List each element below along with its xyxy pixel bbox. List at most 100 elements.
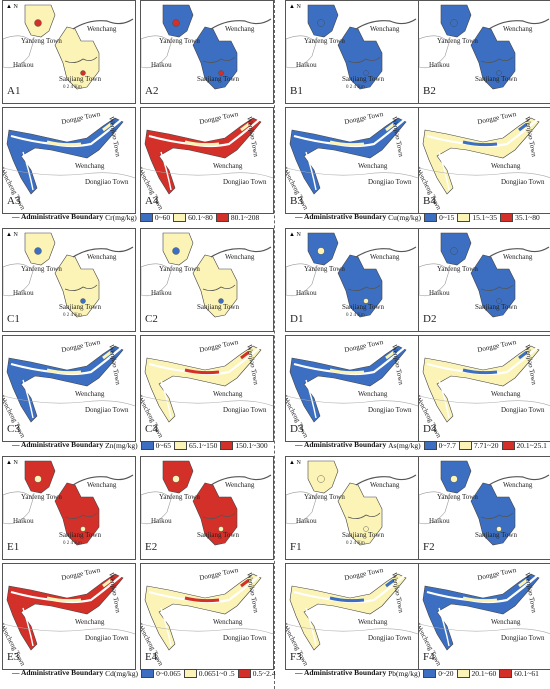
town-label-wenchang: Wenchang bbox=[87, 481, 117, 489]
legend-admin-boundary: — Administrative Boundary bbox=[295, 440, 389, 449]
scale-bar: 0 2 4 Km bbox=[346, 85, 365, 90]
river-branch bbox=[347, 512, 381, 519]
hotspot bbox=[172, 475, 180, 483]
town-label-sanjiang: Sanjiang Town bbox=[475, 531, 517, 539]
map-panel: Dongge Town Wenchang Dongjiao Town Wencheng… bbox=[418, 335, 550, 442]
town-label-wenchang: Wenchang bbox=[213, 390, 243, 398]
map-panel: Yanfeng Town Wenchang Haikou Sanjiang Town ▲… bbox=[285, 228, 419, 332]
legend-unit: As(mg/kg) bbox=[388, 440, 421, 450]
river-channel bbox=[305, 607, 317, 647]
map-panel: Dongge Town Wenchang Dongjiao Town Wencheng… bbox=[285, 335, 419, 442]
town-label-yanfeng: Yanfeng Town bbox=[21, 37, 62, 45]
town-label-haikou: Haikou bbox=[13, 61, 34, 69]
admin-boundary bbox=[3, 167, 135, 179]
town-label-dongjiao: Dongjiao Town bbox=[368, 406, 412, 414]
accent-band bbox=[518, 578, 528, 588]
river bbox=[210, 18, 272, 30]
accent-band bbox=[240, 350, 250, 360]
town-label-yanfeng: Yanfeng Town bbox=[159, 493, 200, 501]
legend-admin-boundary: — Administrative Boundary bbox=[12, 668, 106, 677]
scale-bar: 0 2 4 Km bbox=[63, 541, 82, 546]
map-graphic bbox=[419, 4, 550, 90]
town-label-wenchang: Wenchang bbox=[213, 162, 243, 170]
hotspot bbox=[172, 19, 180, 27]
corridor-zone bbox=[289, 573, 407, 651]
map-panel: Yanfeng Town Wenchang Haikou Sanjiang Town ▲… bbox=[2, 0, 136, 104]
town-label-haikou: Haikou bbox=[296, 61, 317, 69]
river bbox=[210, 246, 272, 258]
corridor-zone bbox=[6, 117, 124, 195]
town-label-haikou: Haikou bbox=[151, 517, 172, 525]
coastline bbox=[419, 35, 450, 69]
north-arrow-icon: ▲ N bbox=[289, 460, 301, 466]
panel-label: A1 bbox=[7, 85, 21, 97]
town-label-wenchang: Wenchang bbox=[358, 390, 388, 398]
legend-class-label: 60.1~80 bbox=[188, 212, 213, 222]
legend-class-label: 60.1~61 bbox=[514, 668, 539, 678]
legend-swatch bbox=[500, 212, 514, 222]
map-panel: Dongge Town Wenchang Dongjiao Town Wencheng… bbox=[2, 563, 136, 670]
hotspot bbox=[317, 475, 325, 483]
river bbox=[488, 18, 550, 30]
river-branch bbox=[347, 284, 381, 291]
river bbox=[355, 246, 417, 258]
map-graphic bbox=[286, 117, 418, 195]
town-label-sanjiang: Sanjiang Town bbox=[342, 531, 384, 539]
accent-band bbox=[184, 368, 220, 375]
river bbox=[355, 18, 417, 30]
accent-band bbox=[462, 140, 498, 147]
hotspot bbox=[496, 526, 502, 532]
legend-admin-boundary: — Administrative Boundary bbox=[295, 668, 389, 677]
map-panel: Yanfeng Town Wenchang Haikou Sanjiang Town E… bbox=[140, 456, 274, 560]
town-label-wenchang: Wenchang bbox=[358, 162, 388, 170]
town-label-dongjiao: Dongjiao Town bbox=[223, 406, 267, 414]
river-channel bbox=[22, 607, 34, 647]
panel-label: E1 bbox=[7, 541, 20, 553]
coastline bbox=[3, 35, 34, 69]
town-label-wenchang: Wenchang bbox=[225, 481, 255, 489]
hotspot bbox=[80, 298, 86, 304]
admin-boundary bbox=[286, 395, 418, 407]
panel-label: D1 bbox=[290, 313, 304, 325]
hotspot bbox=[450, 247, 458, 255]
town-label-dongjiao: Dongjiao Town bbox=[85, 634, 129, 642]
river bbox=[488, 474, 550, 486]
hotspot bbox=[172, 247, 180, 255]
admin-boundary bbox=[141, 167, 273, 179]
coastline bbox=[3, 491, 34, 525]
legend-swatch bbox=[423, 440, 437, 450]
panel-label: D3 bbox=[290, 423, 304, 435]
legend-class-label: 0~60 bbox=[154, 212, 171, 222]
legend: — Administrative Boundary Cu(mg/kg) 0~15 1… bbox=[295, 212, 540, 224]
map-graphic bbox=[3, 117, 135, 195]
river bbox=[355, 474, 417, 486]
town-label-dongjiao: Dongjiao Town bbox=[223, 178, 267, 186]
accent-band bbox=[329, 140, 365, 147]
legend-admin-boundary: — Administrative Boundary bbox=[295, 212, 389, 221]
town-label-wenchang: Wenchang bbox=[370, 25, 400, 33]
coastline bbox=[3, 263, 34, 297]
map-graphic bbox=[286, 573, 418, 651]
hotspot bbox=[317, 19, 325, 27]
accent-band bbox=[385, 122, 395, 132]
town-label-sanjiang: Sanjiang Town bbox=[59, 75, 101, 83]
town-label-haikou: Haikou bbox=[151, 289, 172, 297]
river-branch bbox=[202, 284, 236, 291]
corridor-zone bbox=[144, 573, 262, 651]
river bbox=[210, 474, 272, 486]
corridor-zone bbox=[289, 345, 407, 423]
map-panel: Dongge Town Wenchang Dongjiao Town Wencheng… bbox=[140, 563, 274, 670]
legend-class-label: 7.71~20 bbox=[473, 440, 499, 450]
legend-class-label: 0.5~2.4 bbox=[252, 668, 276, 678]
legend-swatch bbox=[215, 212, 229, 222]
map-panel: Dongge Town Wenchang Dongjiao Town Wencheng… bbox=[285, 107, 419, 214]
north-arrow-icon: ▲ N bbox=[6, 232, 18, 238]
legend-class-label: 0~0.065 bbox=[156, 668, 181, 678]
legend-class-label: 0~7.7 bbox=[438, 440, 456, 450]
admin-boundary bbox=[419, 623, 550, 634]
hotspot bbox=[218, 70, 224, 76]
river-channel bbox=[160, 379, 172, 419]
legend-swatch bbox=[456, 668, 470, 678]
legend-class-label: 20.1~25.1 bbox=[516, 440, 547, 450]
legend-class-label: 0~65 bbox=[155, 440, 171, 450]
